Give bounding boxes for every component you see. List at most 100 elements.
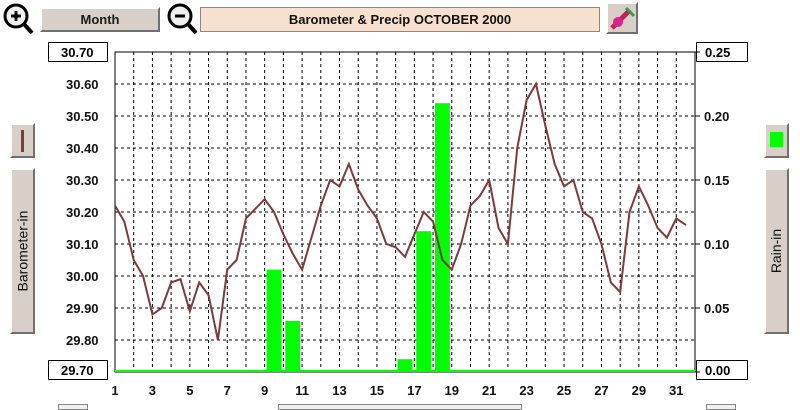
barometer-point [123, 220, 126, 223]
zoom-in-button[interactable] [2, 2, 34, 36]
barometer-point [684, 224, 687, 226]
barometer-point [329, 179, 331, 181]
barometer-point [310, 236, 313, 239]
y-left-tick-label: 30.50 [66, 109, 99, 124]
barometer-point [544, 124, 547, 127]
rain-legend-swatch[interactable] [764, 123, 789, 158]
barometer-point [357, 188, 360, 191]
y-left-tick-label: 30.60 [66, 77, 99, 92]
barometer-point [647, 204, 650, 207]
barometer-point [413, 233, 416, 236]
x-tick-label: 25 [557, 383, 571, 398]
barometer-point [507, 243, 509, 245]
y-right-tick-label: 0.20 [704, 109, 729, 124]
barometer-point [160, 307, 163, 309]
zoom-out-button[interactable] [166, 2, 198, 36]
barometer-point [170, 281, 172, 284]
barometer-point [263, 198, 266, 200]
barometer-point [460, 243, 462, 245]
y-left-tick-label: 29.70 [61, 362, 94, 378]
barometer-point [422, 211, 425, 213]
barometer-legend-swatch[interactable] [10, 123, 35, 158]
barometer-point [516, 147, 519, 149]
barometer-point [366, 204, 369, 207]
barometer-point [563, 185, 565, 188]
x-tick-label: 15 [370, 383, 384, 398]
scroll-left-button[interactable] [58, 404, 88, 410]
rain-bar [434, 103, 450, 372]
barometer-point [591, 217, 593, 220]
chart-title: Barometer & Precip OCTOBER 2000 [200, 7, 600, 32]
paint-tool-button[interactable] [606, 2, 638, 34]
barometer-point [207, 294, 210, 297]
barometer-point [179, 278, 182, 281]
barometer-point [432, 220, 434, 223]
barometer-point [488, 179, 490, 181]
y-left-tick-label: 30.20 [66, 205, 99, 220]
y-right-tick-label: 0.10 [704, 237, 729, 252]
barometer-point [348, 163, 350, 165]
x-tick-label: 3 [149, 383, 156, 398]
rain-bar [266, 269, 282, 372]
y-right-tick-label: 0.15 [704, 173, 729, 188]
y-left-tick-label: 29.90 [66, 301, 99, 316]
y-right-tick-label: 0.25 [705, 44, 731, 60]
chart-title-text: Barometer & Precip OCTOBER 2000 [288, 12, 512, 27]
rain-bar [285, 320, 301, 372]
barometer-point [189, 310, 191, 313]
x-tick-label: 23 [519, 383, 533, 398]
x-tick-label: 27 [594, 383, 608, 398]
barometer-point [114, 204, 116, 207]
y-right-top-tick-box: 0.25 [696, 42, 748, 62]
y-left-bottom-tick-box: 29.70 [48, 360, 108, 380]
barometer-point [320, 204, 322, 207]
barometer-point [291, 252, 294, 255]
barometer-point [535, 83, 537, 85]
barometer-point [142, 275, 144, 277]
y-left-tick-label: 30.70 [61, 44, 94, 60]
x-tick-label: 9 [261, 383, 268, 398]
x-tick-label: 11 [295, 383, 309, 398]
barometer-point [656, 227, 659, 229]
barometer-point [404, 255, 406, 258]
barometer-point [273, 211, 275, 213]
x-tick-label: 31 [669, 383, 683, 398]
scroll-right-button[interactable] [706, 404, 736, 410]
barometer-point [469, 204, 472, 207]
barometer-point [479, 195, 481, 197]
barometer-point [638, 185, 640, 188]
x-tick-label: 29 [632, 383, 646, 398]
barometer-point [628, 211, 631, 213]
x-tick-label: 7 [224, 383, 231, 398]
scrollbar-thumb[interactable] [278, 404, 522, 410]
barometer-axis-button[interactable]: Barometer-in [10, 168, 35, 334]
barometer-point [441, 259, 444, 261]
paint-brush-icon [610, 6, 636, 30]
y-left-tick-label: 30.30 [66, 173, 99, 188]
barometer-point [394, 246, 397, 248]
barometer-point [497, 227, 500, 229]
barometer-point [450, 268, 453, 271]
barometer-point [610, 281, 612, 284]
barometer-point [235, 259, 238, 261]
barometer-point [254, 208, 257, 210]
barometer-point [675, 217, 678, 220]
barometer-point [245, 217, 247, 220]
rain-axis-button[interactable]: Rain-in [764, 168, 789, 334]
barometer-point [600, 243, 603, 245]
barometer-point [338, 185, 341, 188]
rain-swatch-box [770, 132, 783, 147]
barometer-point [385, 243, 388, 245]
x-tick-label: 21 [482, 383, 496, 398]
barometer-point [553, 163, 556, 165]
barometer-point [301, 268, 303, 271]
barometer-point [198, 281, 200, 284]
barometer-point [581, 211, 584, 213]
month-button[interactable]: Month [40, 7, 160, 32]
y-left-tick-label: 30.00 [66, 269, 99, 284]
barometer-point [666, 236, 668, 239]
x-tick-label: 19 [445, 383, 459, 398]
y-right-tick-label: 0.00 [705, 362, 731, 378]
x-tick-label: 17 [407, 383, 421, 398]
